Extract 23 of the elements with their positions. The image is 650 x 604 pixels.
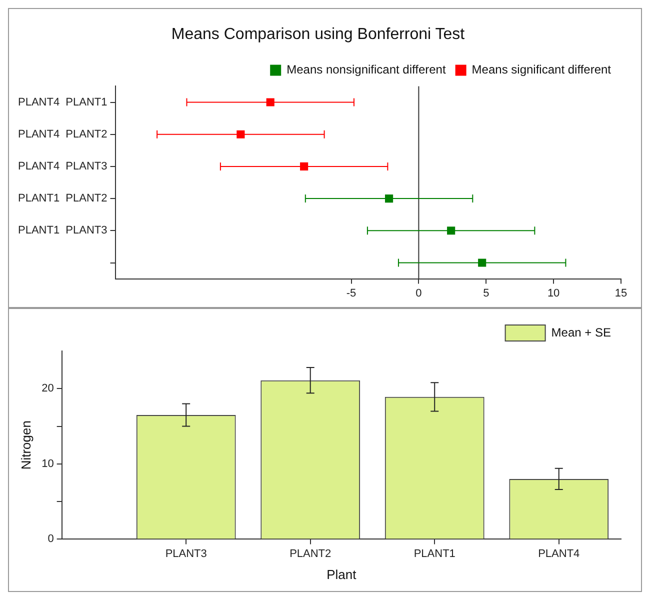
x-tick-label: 10 xyxy=(547,287,560,300)
y-tick-label: PLANT1 PLANT2 xyxy=(18,192,108,205)
x-tick-label: 0 xyxy=(416,287,422,300)
x-tick-label: PLANT2 xyxy=(290,548,332,560)
legend-label: Mean + SE xyxy=(551,325,611,340)
y-tick-label: PLANT4 PLANT3 xyxy=(18,160,108,172)
y-tick-label: PLANT4 PLANT2 xyxy=(18,128,108,140)
chart-title: Means Comparison using Bonferroni Test xyxy=(171,26,466,44)
x-tick-label: PLANT1 xyxy=(414,548,456,560)
legend-label: Means significant different xyxy=(472,62,612,77)
x-tick-label: PLANT3 xyxy=(165,548,207,560)
x-axis-title: Plant xyxy=(326,566,357,582)
y-tick-label: 10 xyxy=(42,458,54,470)
x-tick-label: PLANT4 xyxy=(538,548,580,560)
legend-label: Means nonsignificant different xyxy=(286,62,446,77)
x-tick-label: 15 xyxy=(614,287,628,300)
x-tick-label: 5 xyxy=(483,287,490,300)
x-tick-label: -5 xyxy=(346,287,356,300)
y-axis-title: Nitrogen xyxy=(18,420,34,470)
y-tick-label: 20 xyxy=(42,382,54,395)
y-tick-label: PLANT1 PLANT3 xyxy=(18,224,108,237)
y-tick-label: PLANT4 PLANT1 xyxy=(18,96,108,108)
y-tick-label: 0 xyxy=(48,533,54,546)
